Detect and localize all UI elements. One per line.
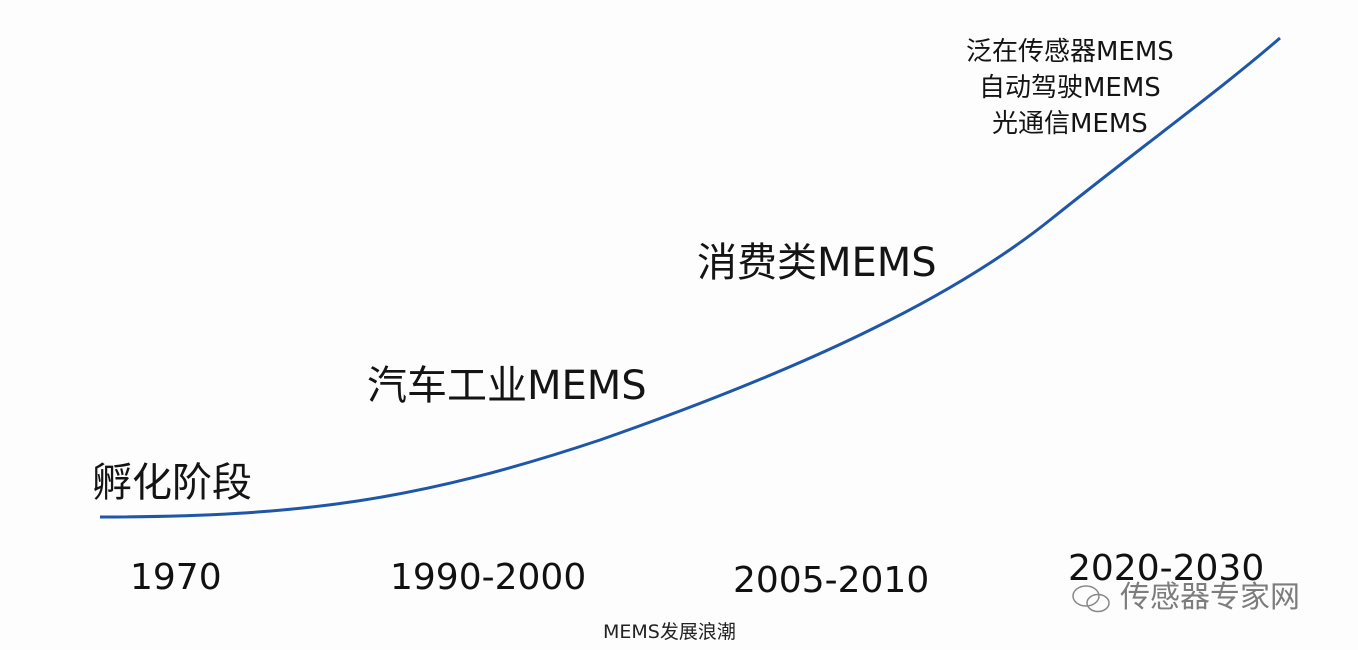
wechat-icon [1072,584,1110,612]
stage-label-future: 泛在传感器MEMS 自动驾驶MEMS 光通信MEMS [966,34,1174,142]
period-1970: 1970 [130,557,222,598]
period-1990-2000: 1990-2000 [390,557,587,598]
diagram-caption: MEMS发展浪潮 [603,621,736,643]
period-2020-2030: 2020-2030 [1068,548,1265,589]
watermark-text: 传感器专家网 [1120,580,1300,615]
stage-label-consumer: 消费类MEMS [697,240,937,286]
stage-line-autonomous-driving: 自动驾驶MEMS [979,73,1161,103]
period-2005-2010: 2005-2010 [733,560,930,601]
stage-label-automotive: 汽车工业MEMS [367,363,647,409]
stage-line-ubiquitous-sensor: 泛在传感器MEMS [966,37,1174,67]
stage-line-optical-comm: 光通信MEMS [992,109,1148,139]
stage-label-incubation: 孵化阶段 [92,460,252,506]
watermark: 传感器专家网 [1070,572,1300,616]
